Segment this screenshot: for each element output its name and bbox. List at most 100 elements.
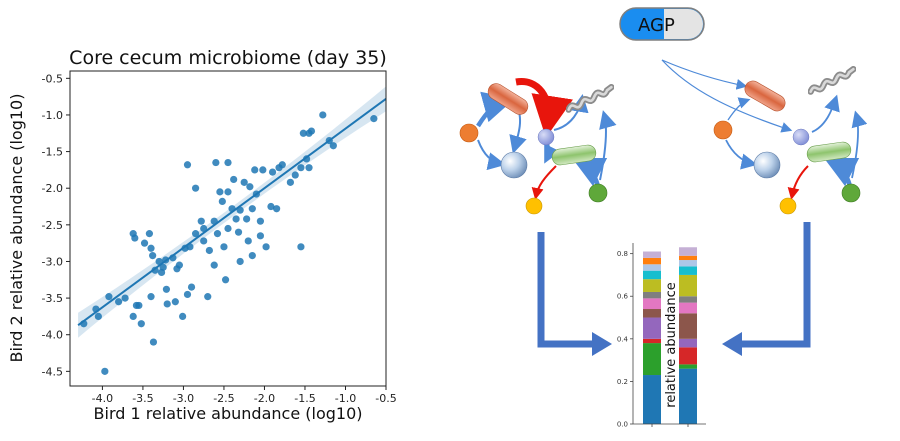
- y-tick-label: -3.0: [42, 255, 63, 268]
- bar-label-backdrop: [664, 270, 677, 420]
- scatter-point: [200, 224, 208, 233]
- scatter-point: [80, 320, 88, 328]
- scatter-point: [244, 237, 252, 245]
- scatter-point: [183, 290, 192, 299]
- purple-node: [792, 128, 810, 146]
- bar-segment: [679, 302, 697, 314]
- scatter-point: [236, 206, 244, 214]
- scatter-point: [221, 276, 230, 284]
- rod-bacterium-green: [551, 144, 597, 166]
- flow-arrow-right: [722, 222, 811, 356]
- bar-segment: [643, 375, 661, 424]
- stacked-bar-chart: 0.0 0.2 0.4 0.6 0.8 relative abundance: [617, 243, 706, 429]
- interaction-arrow: [571, 157, 608, 187]
- scatter-point: [329, 142, 337, 150]
- interaction-arrow: [787, 165, 809, 200]
- bar-segment: [643, 338, 661, 344]
- scatter-point: [191, 230, 200, 238]
- bar-segment: [643, 317, 661, 339]
- x-tick-label: -3.0: [173, 392, 194, 405]
- scatter-point: [173, 265, 181, 273]
- scatter-point: [105, 293, 113, 301]
- bar-segment: [679, 338, 697, 348]
- scatter-point: [267, 202, 275, 211]
- scatter-point: [302, 155, 311, 163]
- scatter-point: [268, 168, 277, 176]
- bar-y-tick-label: 0.0: [617, 421, 628, 429]
- bar-segment: [643, 270, 661, 280]
- agp-label: AGP: [638, 15, 675, 36]
- scatter-point: [305, 164, 313, 172]
- scatter-point: [243, 215, 251, 223]
- bar-segment: [643, 257, 661, 265]
- scatter-point: [147, 244, 155, 252]
- scatter-point: [216, 188, 224, 196]
- interaction-arrow: [811, 94, 840, 133]
- x-tick-label: -2.5: [213, 392, 234, 405]
- x-tick-label: -4.0: [92, 392, 113, 405]
- scatter-point: [145, 230, 154, 238]
- flow-arrow-left: [537, 232, 612, 356]
- x-tick-label: -3.5: [132, 392, 153, 405]
- scatter-point: [224, 224, 232, 233]
- scatter-point: [187, 283, 196, 291]
- scatter-point: [297, 243, 305, 251]
- scatter-point: [210, 261, 218, 269]
- scatter-point: [259, 166, 267, 174]
- scatter-point: [186, 243, 194, 251]
- y-tick-label: -1.0: [42, 109, 63, 122]
- bar-segment: [679, 255, 697, 261]
- bar-segment: [643, 309, 661, 318]
- bar-segment: [679, 364, 697, 369]
- plot-frame: [69, 70, 387, 387]
- scatter-point: [286, 178, 294, 186]
- scatter-point: [157, 268, 166, 277]
- scatter-point: [273, 205, 281, 213]
- rod-bacterium-orange: [744, 80, 786, 112]
- sphere-bacterium: [753, 151, 781, 179]
- scatter-point: [256, 232, 265, 240]
- bar-y-tick-label: 0.4: [617, 335, 629, 343]
- bar-segment: [643, 298, 661, 310]
- y-tick-label: -0.5: [42, 72, 63, 85]
- y-axis-label: Bird 2 relative abundance (log10): [7, 94, 26, 363]
- scatter-point: [129, 312, 137, 321]
- scatter-point: [213, 230, 222, 238]
- rod-bacterium-green: [806, 141, 852, 163]
- scatter-point: [147, 293, 155, 301]
- interaction-arrow: [725, 139, 758, 170]
- scatter-point: [220, 243, 228, 251]
- scatter-point: [131, 234, 139, 242]
- interaction-arrow: [851, 110, 868, 179]
- scatter-point: [94, 312, 102, 321]
- bar-segment: [643, 279, 661, 292]
- scatter-point: [297, 164, 305, 172]
- purple-node: [537, 128, 555, 146]
- interaction-arrow: [553, 94, 589, 131]
- x-tick-label: -0.5: [375, 392, 396, 405]
- scatter-point: [251, 166, 259, 174]
- scatter-point: [151, 266, 159, 274]
- agp-toggle[interactable]: AGP: [619, 7, 705, 41]
- microbe-network-left: [459, 78, 617, 215]
- scatter-point: [256, 217, 265, 225]
- scatter-point: [262, 243, 270, 251]
- spiral-bacterium: [569, 87, 612, 109]
- scatter-point: [278, 161, 286, 169]
- scatter-point: [212, 158, 220, 167]
- scatter-point: [204, 293, 212, 301]
- bar-y-tick-label: 0.8: [617, 250, 628, 258]
- green-node: [588, 183, 608, 203]
- scatter-point: [191, 184, 200, 192]
- scatter-point: [246, 183, 254, 191]
- yellow-node: [779, 197, 797, 215]
- scatter-point: [132, 301, 141, 310]
- bar-segment: [643, 291, 661, 299]
- scatter-point: [370, 115, 378, 123]
- scatter-points: [80, 111, 378, 375]
- x-tick-label: -1.5: [294, 392, 315, 405]
- scatter-point: [183, 161, 192, 169]
- y-tick-label: -3.5: [42, 292, 63, 305]
- interaction-arrow: [599, 110, 617, 181]
- scatter-point: [252, 190, 260, 198]
